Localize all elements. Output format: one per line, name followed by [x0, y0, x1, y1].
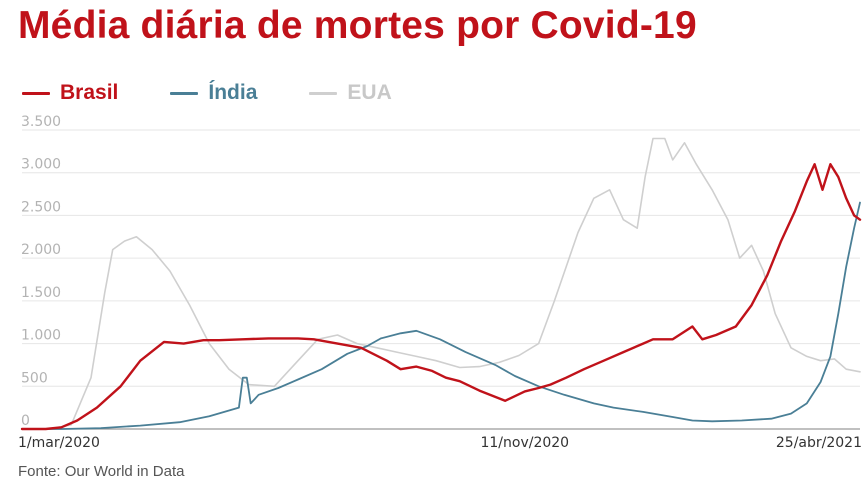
x-tick-label: 1/mar/2020 — [18, 435, 100, 451]
legend-swatch-india — [170, 91, 199, 95]
legend-item-brasil: Brasil — [22, 81, 118, 105]
series-lines — [20, 137, 862, 431]
legend-label-india: Índia — [208, 81, 258, 104]
chart-title: Média diária de mortes por Covid-19 — [18, 4, 697, 47]
legend-label-eua: EUA — [347, 81, 392, 104]
y-tick-label: 2.000 — [21, 242, 61, 258]
series-line-eua — [21, 137, 861, 430]
legend: Brasil Índia EUA — [22, 80, 444, 106]
y-tick-label: 2.500 — [21, 199, 61, 215]
x-tick-label: 25/abr/2021 — [776, 435, 862, 451]
series-line-brasil — [20, 163, 862, 431]
legend-item-india: Índia — [170, 81, 257, 105]
y-tick-label: 0 — [21, 413, 30, 429]
x-axis-ticks: 1/mar/2020 11/nov/2020 25/abr/2021 — [18, 435, 862, 451]
gridlines — [22, 129, 860, 430]
y-tick-label: 3.500 — [21, 114, 61, 130]
y-tick-label: 1.500 — [21, 285, 61, 301]
y-tick-label: 1.000 — [21, 328, 61, 344]
y-axis-ticks: 0 500 1.000 1.500 2.000 2.500 3.000 3.500 — [21, 114, 61, 429]
legend-label-brasil: Brasil — [60, 81, 119, 104]
legend-swatch-brasil — [22, 91, 50, 95]
legend-item-eua: EUA — [309, 81, 392, 105]
series-line-india — [21, 201, 861, 430]
y-tick-label: 3.000 — [21, 157, 61, 173]
y-tick-label: 500 — [21, 370, 48, 386]
source-note: Fonte: Our World in Data — [18, 463, 185, 480]
x-tick-label: 11/nov/2020 — [480, 435, 569, 451]
legend-swatch-eua — [309, 91, 338, 95]
